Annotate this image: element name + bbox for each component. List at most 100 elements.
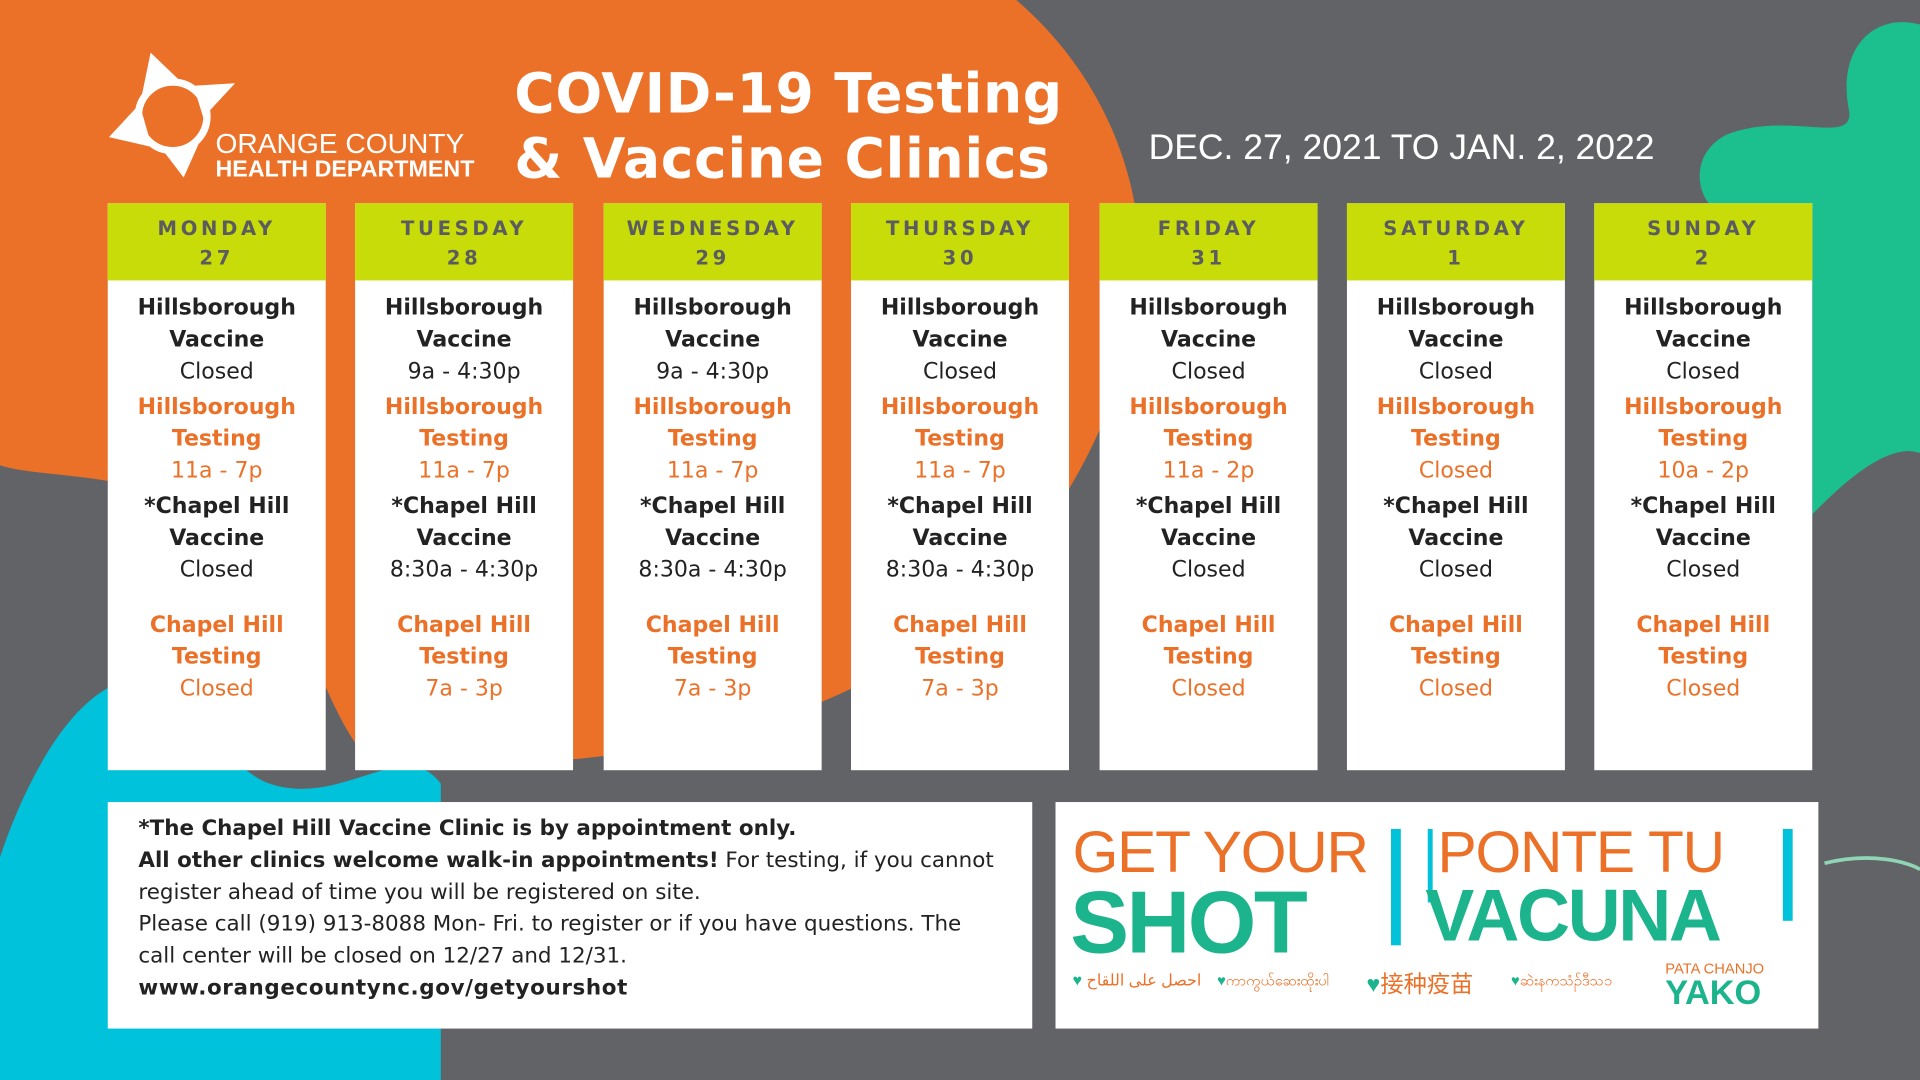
location-label: Hillsborough (137, 394, 296, 421)
day-date: 29 (695, 246, 730, 270)
hillsborough-testing-hours: 11a - 7p (170, 457, 263, 484)
day-header: SUNDAY 2 (1594, 203, 1813, 281)
service-label: Testing (1411, 644, 1501, 670)
service-label: Testing (1163, 644, 1254, 670)
service-label: Testing (915, 426, 1005, 452)
location-label: Hillsborough (1129, 394, 1288, 421)
hillsborough-vaccine-hours: Closed (1666, 358, 1741, 385)
service-label: Testing (1163, 426, 1254, 452)
chapel-hill-vaccine-hours: Closed (1171, 557, 1246, 583)
day-date: 31 (1191, 246, 1226, 270)
service-label: Vaccine (416, 326, 512, 353)
day-date: 27 (199, 246, 235, 270)
day-header: MONDAY 27 (107, 203, 326, 281)
service-label: Testing (419, 426, 509, 452)
location-label: Hillsborough (1376, 295, 1536, 321)
hillsborough-testing-hours: Closed (1418, 457, 1493, 484)
location-label: Hillsborough (1129, 295, 1288, 321)
syringe-icon (1427, 828, 1433, 903)
day-name: MONDAY (157, 216, 276, 241)
service-label: Testing (419, 644, 509, 670)
location-label: Hillsborough (384, 295, 544, 321)
chapel-hill-vaccine-hours: Closed (179, 557, 254, 583)
chapel-hill-testing-hours: Closed (1418, 675, 1493, 702)
service-label: Testing (667, 644, 758, 670)
health-department-logo-icon (108, 52, 236, 178)
chapel-hill-vaccine-hours: Closed (1418, 557, 1493, 583)
service-label: Vaccine (665, 525, 761, 552)
location-label: Hillsborough (384, 394, 544, 421)
chinese-text: ♥接种疫苗 (1366, 972, 1474, 998)
service-label: Testing (1658, 426, 1749, 452)
hillsborough-testing-hours: 11a - 2p (1162, 457, 1255, 484)
location-label: *Chapel Hill (639, 493, 786, 520)
chapel-hill-vaccine-hours: 8:30a - 4:30p (638, 557, 787, 583)
hillsborough-vaccine-hours: Closed (922, 358, 998, 385)
location-label: Chapel Hill (645, 612, 780, 638)
page-title: COVID-19 Testing & Vaccine Clinics (514, 61, 1063, 191)
day-column: MONDAY 27 Hillsborough Vaccine Closed Hill… (107, 203, 326, 771)
day-column: SATURDAY 1 Hillsborough Vaccine Closed Hil… (1346, 203, 1565, 771)
chapel-hill-testing-hours: Closed (179, 675, 254, 702)
chapel-hill-testing-hours: 7a - 3p (921, 675, 999, 702)
day-name: TUESDAY (400, 216, 528, 241)
service-label: Vaccine (1408, 326, 1504, 353)
service-label: Vaccine (912, 525, 1008, 552)
service-label: Vaccine (416, 525, 512, 552)
service-label: Testing (1411, 426, 1501, 452)
location-label: Chapel Hill (1141, 612, 1276, 638)
day-header: WEDNESDAY 29 (603, 203, 822, 281)
title-line1: COVID-19 Testing (514, 61, 1063, 127)
service-label: Testing (915, 644, 1005, 670)
service-label: Testing (667, 426, 758, 452)
day-column: TUESDAY 28 Hillsborough Vaccine 9a - 4:30p… (355, 203, 574, 771)
title-line2: & Vaccine Clinics (514, 126, 1051, 192)
get-your-shot-banner: GET YOUR SHOT PONTE TU VACUNA ♥ احصل على… (1055, 802, 1819, 1029)
service-label: Vaccine (1161, 326, 1257, 353)
get-your-text: GET YOUR (1072, 820, 1369, 886)
location-label: Hillsborough (633, 394, 792, 421)
day-name: THURSDAY (885, 216, 1034, 241)
location-label: Chapel Hill (149, 612, 284, 638)
day-column: WEDNESDAY 29 Hillsborough Vaccine 9a - 4:3… (603, 203, 822, 771)
location-label: Chapel Hill (397, 612, 531, 638)
day-column: THURSDAY 30 Hillsborough Vaccine Closed Hi… (851, 203, 1069, 771)
website-link[interactable]: www.orangecountync.gov/getyourshot (138, 975, 628, 1001)
location-label: Hillsborough (880, 295, 1040, 321)
service-label: Testing (171, 644, 262, 670)
service-label: Vaccine (1408, 525, 1504, 552)
location-label: Chapel Hill (893, 612, 1027, 638)
location-label: Hillsborough (1624, 295, 1783, 321)
ponte-tu-text: PONTE TU (1437, 820, 1726, 886)
location-label: *Chapel Hill (887, 493, 1033, 520)
chapel-hill-testing-hours: 7a - 3p (673, 675, 752, 702)
day-name: SUNDAY (1647, 216, 1760, 241)
service-label: Testing (1658, 644, 1749, 670)
info-note: *The Chapel Hill Vaccine Clinic is by ap… (107, 802, 1033, 1029)
burmese-text: ♥ကာကွယ်ဆေးထိုးပါ (1217, 972, 1330, 990)
shot-text: SHOT (1070, 874, 1308, 973)
syringe-icon (1782, 828, 1793, 921)
date-range: DEC. 27, 2021 TO JAN. 2, 2022 (1148, 128, 1655, 168)
vacuna-text: VACUNA (1425, 874, 1722, 957)
location-label: Hillsborough (137, 295, 296, 321)
chapel-hill-vaccine-hours: Closed (1666, 557, 1741, 583)
hillsborough-testing-hours: 11a - 7p (914, 457, 1006, 484)
location-label: *Chapel Hill (1383, 493, 1529, 520)
service-label: Vaccine (169, 525, 265, 552)
logo-text-line2: HEALTH DEPARTMENT (215, 156, 475, 183)
day-date: 1 (1447, 246, 1465, 270)
pata-chanjo-text: PATA CHANJO (1665, 960, 1765, 978)
hillsborough-vaccine-hours: 9a - 4:30p (407, 358, 521, 385)
hillsborough-vaccine-hours: Closed (179, 358, 254, 385)
logo-text-line1: ORANGE COUNTY (215, 127, 465, 160)
registration-note: For testing, if you cannot register ahea… (138, 848, 994, 905)
service-label: Vaccine (912, 326, 1008, 353)
hillsborough-testing-hours: 10a - 2p (1657, 457, 1750, 484)
day-header: SATURDAY 1 (1346, 203, 1565, 281)
hillsborough-testing-hours: 11a - 7p (666, 457, 759, 484)
chapel-hill-testing-hours: Closed (1171, 675, 1246, 702)
day-header: THURSDAY 30 (851, 203, 1069, 281)
day-date: 2 (1694, 246, 1712, 270)
